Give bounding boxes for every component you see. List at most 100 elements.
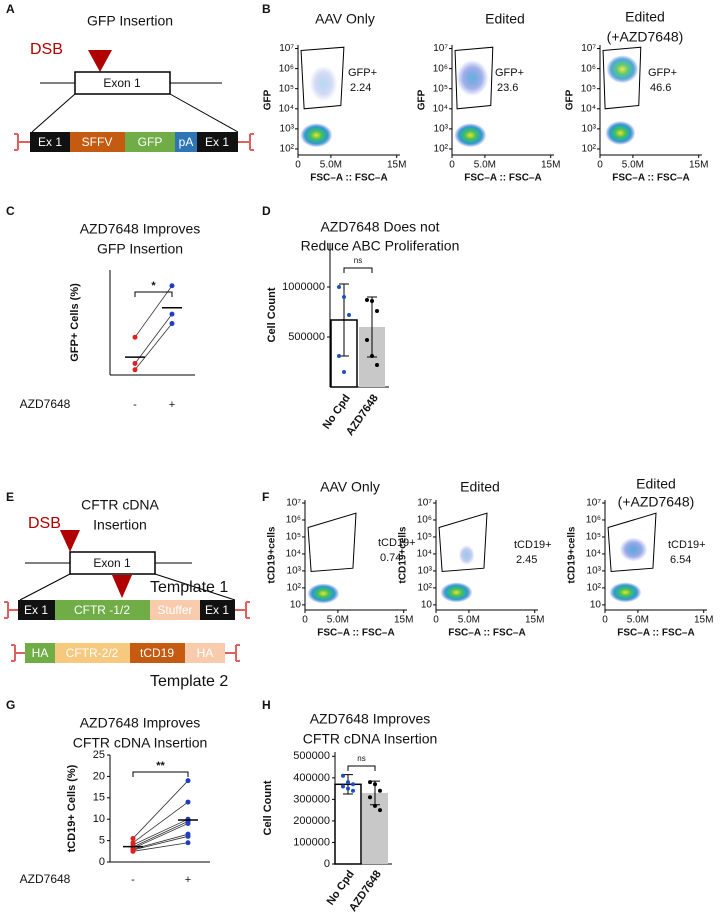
point (130, 835, 136, 841)
segment (185, 643, 225, 663)
x-tick-label: 0 (602, 615, 608, 626)
diagram-title: GFP Insertion (87, 13, 173, 29)
pair-line (132, 842, 189, 852)
segment (25, 643, 55, 663)
y-tick-label: 15 (93, 792, 105, 804)
point (130, 848, 136, 854)
chart-title: AZD7648 Improves (80, 221, 201, 237)
point (346, 786, 350, 791)
x-axis-label: FSC–A :: FSC–A (612, 173, 689, 184)
gate-label: tCD19+ (378, 537, 416, 549)
point (185, 799, 191, 805)
point (337, 354, 341, 358)
gate-label: tCD19+ (668, 539, 706, 551)
y-tick-label: 10³ (418, 566, 433, 577)
point (368, 780, 372, 785)
density-cloud (609, 582, 642, 603)
exon-box (74, 71, 171, 95)
chart-title: AAV Only (320, 479, 380, 495)
dsb-label: DSB (30, 41, 63, 58)
segment (200, 600, 235, 620)
exon-box (69, 551, 156, 575)
chart-title: AZD7648 Improves (310, 711, 431, 727)
density-cloud (300, 123, 333, 148)
point (341, 773, 345, 778)
segment-label: Ex 1 (38, 135, 62, 149)
y-tick-label: 10⁷ (586, 498, 601, 509)
y-tick-label: 10⁴ (286, 549, 301, 560)
chart-title: Edited (625, 9, 665, 25)
y-tick-label: 0 (324, 858, 330, 870)
x-tick-label: 5.0M (458, 615, 480, 626)
dsb-marker (60, 530, 80, 552)
x-tick-label: 0 (295, 160, 301, 171)
itr (11, 644, 25, 662)
chart-title: GFP Insertion (97, 241, 183, 257)
significance-bracket (132, 771, 189, 777)
segment-label: CFTR -1/2 (74, 603, 130, 617)
chart-title: Edited (485, 11, 525, 27)
y-tick-label: 10⁶ (279, 63, 294, 74)
x-axis-label: AZD7648 (20, 397, 71, 411)
point (342, 370, 346, 374)
y-tick-label: 10⁷ (279, 43, 294, 54)
segment-label: HA (197, 646, 214, 660)
x-axis-label: FSC–A :: FSC–A (317, 628, 394, 639)
point (373, 782, 377, 787)
y-tick-label: 10³ (280, 124, 295, 135)
diagram-title: CFTR cDNA (81, 497, 159, 513)
significance-bracket (347, 765, 376, 771)
significance: * (151, 280, 156, 292)
chart-title: CFTR cDNA Insertion (303, 731, 438, 747)
segment-label: Ex 1 (205, 135, 229, 149)
template-label: Template 1 (150, 579, 228, 596)
gate-value: 2.24 (350, 82, 371, 94)
y-tick-label: 20 (93, 770, 105, 782)
pair-line (132, 801, 189, 844)
x-tick-label: 5.0M (327, 615, 349, 626)
y-tick-label: 10³ (582, 124, 597, 135)
chart-title: (+AZD7648) (607, 29, 684, 45)
segment (130, 643, 185, 663)
y-tick-label: 10⁵ (581, 83, 596, 94)
dsb-label: DSB (28, 515, 61, 532)
dsb-marker (112, 575, 132, 598)
y-tick-label: 10⁵ (433, 83, 448, 94)
density-cloud (605, 121, 636, 145)
y-axis-label: tCD19+cells (267, 526, 278, 583)
y-tick-label: 10⁴ (586, 549, 601, 560)
connector (169, 93, 239, 133)
x-tick-label: - (133, 399, 137, 411)
pair-line (132, 823, 189, 849)
x-tick-label: 0 (597, 160, 603, 171)
panel-label: G (6, 698, 15, 712)
segment (70, 132, 125, 152)
pair-line (132, 818, 189, 846)
itr (235, 601, 250, 619)
point (132, 334, 138, 340)
segment-label: CFTR-2/2 (66, 646, 119, 660)
x-tick-label: 15M (525, 615, 544, 626)
pair-line (132, 780, 189, 839)
y-tick-label: 0 (99, 856, 105, 868)
connector (31, 93, 76, 133)
x-tick-label: 5.0M (320, 160, 342, 171)
y-tick-label: 10² (280, 144, 295, 155)
segment (175, 132, 197, 152)
y-axis-label: Cell Count (266, 287, 278, 342)
density-cloud (307, 583, 340, 604)
y-tick-label: 400000 (293, 772, 330, 784)
x-axis-label: FSC–A :: FSC–A (448, 628, 525, 639)
y-tick-label: 10⁵ (417, 532, 432, 543)
panel-label: D (262, 204, 271, 218)
itr (4, 601, 18, 619)
point (351, 788, 355, 793)
point (347, 313, 351, 317)
y-tick-label: 10⁶ (581, 63, 596, 74)
significance: ** (156, 760, 165, 772)
segment (55, 643, 130, 663)
y-tick-label: 500000 (288, 331, 325, 343)
x-tick-label: - (131, 874, 135, 886)
significance: ns (357, 754, 365, 763)
